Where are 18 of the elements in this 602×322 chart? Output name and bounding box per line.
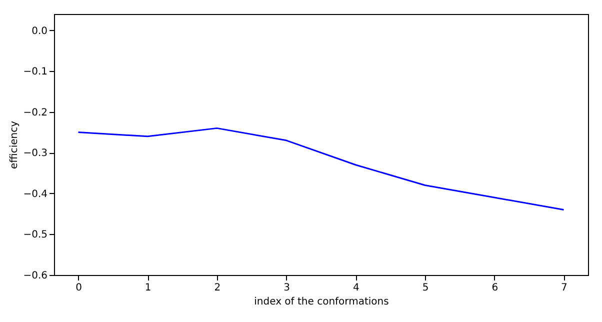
y-tick-label: −0.5 — [23, 230, 48, 241]
y-tick-label: −0.3 — [23, 148, 48, 160]
line-series — [78, 127, 564, 210]
x-tick-label: 3 — [284, 282, 290, 294]
y-axis-title: efficiency — [9, 120, 20, 170]
x-tick-label: 6 — [492, 282, 498, 294]
y-tick-label: −0.2 — [23, 107, 48, 118]
x-tick-label: 1 — [144, 282, 152, 294]
y-tick-label: −0.1 — [23, 66, 48, 78]
x-tick-label: 4 — [352, 282, 360, 294]
x-axis-title: index of the conformations — [254, 296, 389, 308]
x-tick-label: 7 — [561, 282, 568, 294]
x-tick-label: 2 — [214, 282, 221, 294]
y-tick-label: −0.4 — [23, 188, 48, 200]
y-tick-label: −0.6 — [23, 270, 48, 282]
x-tick-label: 0 — [76, 282, 82, 294]
y-tick-label: 0.0 — [32, 26, 48, 37]
x-tick-label: 5 — [422, 282, 429, 294]
